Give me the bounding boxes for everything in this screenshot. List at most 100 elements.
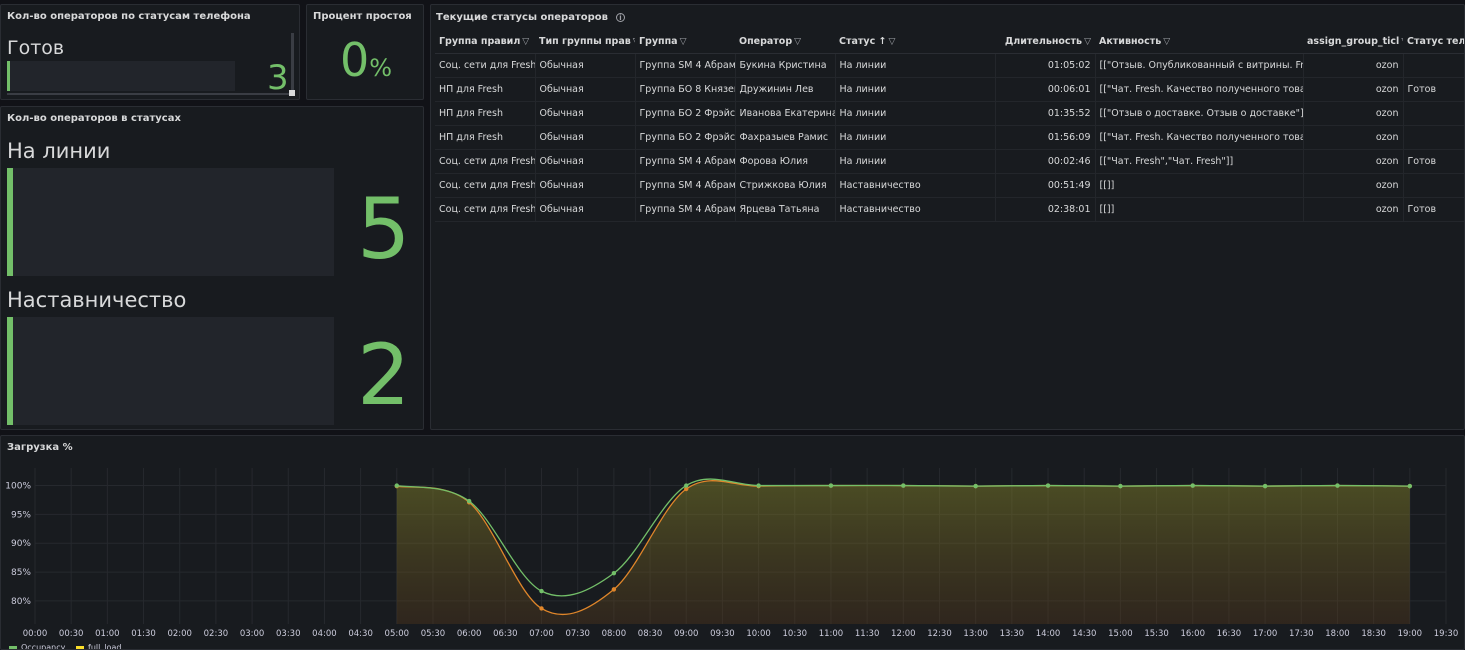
column-header-activity[interactable]: Активность ▽ (1095, 31, 1303, 54)
phone-status-panel: Кол-во операторов по статусам телефона Г… (0, 4, 300, 100)
phone-status-bar-bg (7, 61, 235, 91)
x-tick-label: 04:00 (312, 629, 337, 639)
table-cell: Букина Кристина (735, 53, 836, 78)
table-cell (1403, 101, 1464, 126)
phone-status-value: 3 (267, 58, 289, 98)
phone-status-scrollbar[interactable] (291, 33, 294, 93)
column-header-group[interactable]: Группа ▽ (635, 31, 735, 54)
filter-icon[interactable]: ▽ (1163, 37, 1171, 48)
operators-table-panel: Текущие статусы операторов i Группа прави… (430, 4, 1465, 430)
column-header-phone-status[interactable]: Статус теле (1403, 31, 1464, 54)
x-tick-label: 18:00 (1325, 629, 1350, 639)
table-cell: Дружинин Лев (735, 77, 836, 102)
table-cell: На линии (835, 77, 996, 102)
table-cell: [["Чат. Fresh. Качество полученного това… (1095, 77, 1304, 102)
table-cell: Соц. сети для Fresh (435, 173, 536, 198)
x-tick-label: 17:30 (1289, 629, 1314, 639)
table-body: Соц. сети для Fresh Обычная Группа SM 4 Аб… (435, 53, 1464, 222)
table-cell: Группа SM 4 Абрамова (635, 173, 736, 198)
data-point (973, 483, 978, 489)
table-row[interactable]: Соц. сети для Fresh Обычная Группа SM 4 Аб… (435, 173, 1464, 198)
filter-icon[interactable]: ▽ (679, 37, 687, 48)
table-row[interactable]: Соц. сети для Fresh Обычная Группа SM 4 Аб… (435, 197, 1464, 222)
table-cell: НП для Fresh (435, 125, 536, 150)
x-tick-label: 14:30 (1072, 629, 1097, 639)
table-cell: Группа SM 4 Абрамова (635, 53, 736, 78)
status-bar-mentoring-accent (7, 317, 13, 425)
status-bar-mentoring-bg (7, 317, 334, 425)
info-icon[interactable]: i (615, 13, 625, 22)
x-tick-label: 17:00 (1253, 629, 1278, 639)
column-header-rule-group-type[interactable]: Тип группы прав▽ (535, 31, 635, 54)
x-tick-label: 05:30 (421, 629, 446, 639)
x-tick-label: 15:30 (1144, 629, 1169, 639)
x-tick-label: 06:30 (493, 629, 518, 639)
column-header-rule-group[interactable]: Группа правил ▽ (435, 31, 535, 54)
column-header-status[interactable]: Статус ↑ ▽ (835, 31, 995, 54)
filter-icon[interactable]: ▽ (1401, 37, 1403, 47)
x-tick-label: 19:00 (1398, 629, 1423, 639)
y-tick-label: 90% (11, 539, 31, 549)
table-row[interactable]: Соц. сети для Fresh Обычная Группа SM 4 Аб… (435, 149, 1464, 174)
resize-handle[interactable] (289, 90, 295, 96)
data-point (394, 483, 399, 488)
column-header-operator[interactable]: Оператор ▽ (735, 31, 835, 54)
filter-icon[interactable]: ▽ (1084, 37, 1091, 48)
table-cell: Ярцева Татьяна (735, 197, 836, 222)
legend-swatch (76, 646, 84, 649)
table-cell: 00:02:46 (995, 149, 1096, 174)
column-header-duration[interactable]: Длительность ▽ (995, 31, 1095, 54)
legend-label: full_load (88, 643, 121, 649)
x-tick-label: 00:00 (23, 629, 48, 639)
table-cell: Стрижкова Юлия (735, 173, 836, 198)
legend-swatch (9, 646, 17, 649)
filter-icon[interactable]: ▽ (888, 37, 896, 48)
table-cell: Фахразыев Рамис (735, 125, 836, 150)
x-tick-label: 15:00 (1108, 629, 1133, 639)
data-point (901, 483, 906, 488)
x-tick-label: 08:30 (638, 629, 663, 639)
column-header-assign-group[interactable]: assign_group_ticl▽ (1303, 31, 1403, 54)
x-tick-label: 12:30 (927, 629, 952, 639)
x-tick-label: 13:00 (963, 629, 988, 639)
table-cell: ozon (1303, 77, 1404, 102)
table-cell: Соц. сети для Fresh (435, 53, 536, 78)
data-point (1335, 483, 1340, 488)
table-cell: На линии (835, 149, 996, 174)
table-cell: Группа SM 4 Абрамова (635, 149, 736, 174)
table-row[interactable]: НП для Fresh Обычная Группа БО 8 Князева Др… (435, 77, 1464, 102)
sort-arrow-icon[interactable]: ↑ (878, 36, 887, 48)
table-row[interactable]: Соц. сети для Fresh Обычная Группа SM 4 Аб… (435, 53, 1464, 78)
operators-table-title-wrap: Текущие статусы операторов i (436, 12, 625, 23)
x-tick-label: 03:30 (276, 629, 301, 639)
operators-status-panel: Кол-во операторов в статусах На линии 5 … (0, 106, 424, 430)
phone-status-label: Готов (7, 37, 65, 59)
table-cell: Обычная (535, 197, 636, 222)
data-point (466, 498, 472, 504)
table-cell: 02:38:01 (995, 197, 1096, 222)
table-cell: 00:06:01 (995, 77, 1096, 102)
table-cell: На линии (835, 53, 996, 78)
x-tick-label: 12:00 (891, 629, 916, 639)
filter-icon[interactable]: ▽ (522, 37, 530, 48)
filter-icon[interactable]: ▽ (633, 37, 635, 47)
filter-icon[interactable]: ▽ (794, 37, 802, 48)
table-cell: Готов (1403, 77, 1464, 102)
idle-percent-value: 0 (339, 33, 370, 87)
table-cell: ozon (1303, 173, 1404, 198)
table-cell: [[]] (1095, 197, 1304, 222)
data-point (1045, 483, 1051, 488)
phone-status-title: Кол-во операторов по статусам телефона (7, 11, 251, 22)
table-cell: [["Чат. Fresh","Чат. Fresh"]] (1095, 149, 1304, 174)
operators-status-title: Кол-во операторов в статусах (7, 113, 181, 124)
table-cell: ozon (1303, 101, 1404, 126)
table-cell (1403, 53, 1464, 78)
table-cell: [["Чат. Fresh. Качество полученного това… (1095, 125, 1304, 150)
y-tick-label: 95% (11, 510, 31, 520)
table-cell: Группа SM 4 Абрамова (635, 197, 736, 222)
table-cell: Группа БО 2 Фрэйс Ник (635, 125, 736, 150)
status-bar-online-accent (7, 168, 13, 276)
phone-status-underline (7, 93, 289, 95)
